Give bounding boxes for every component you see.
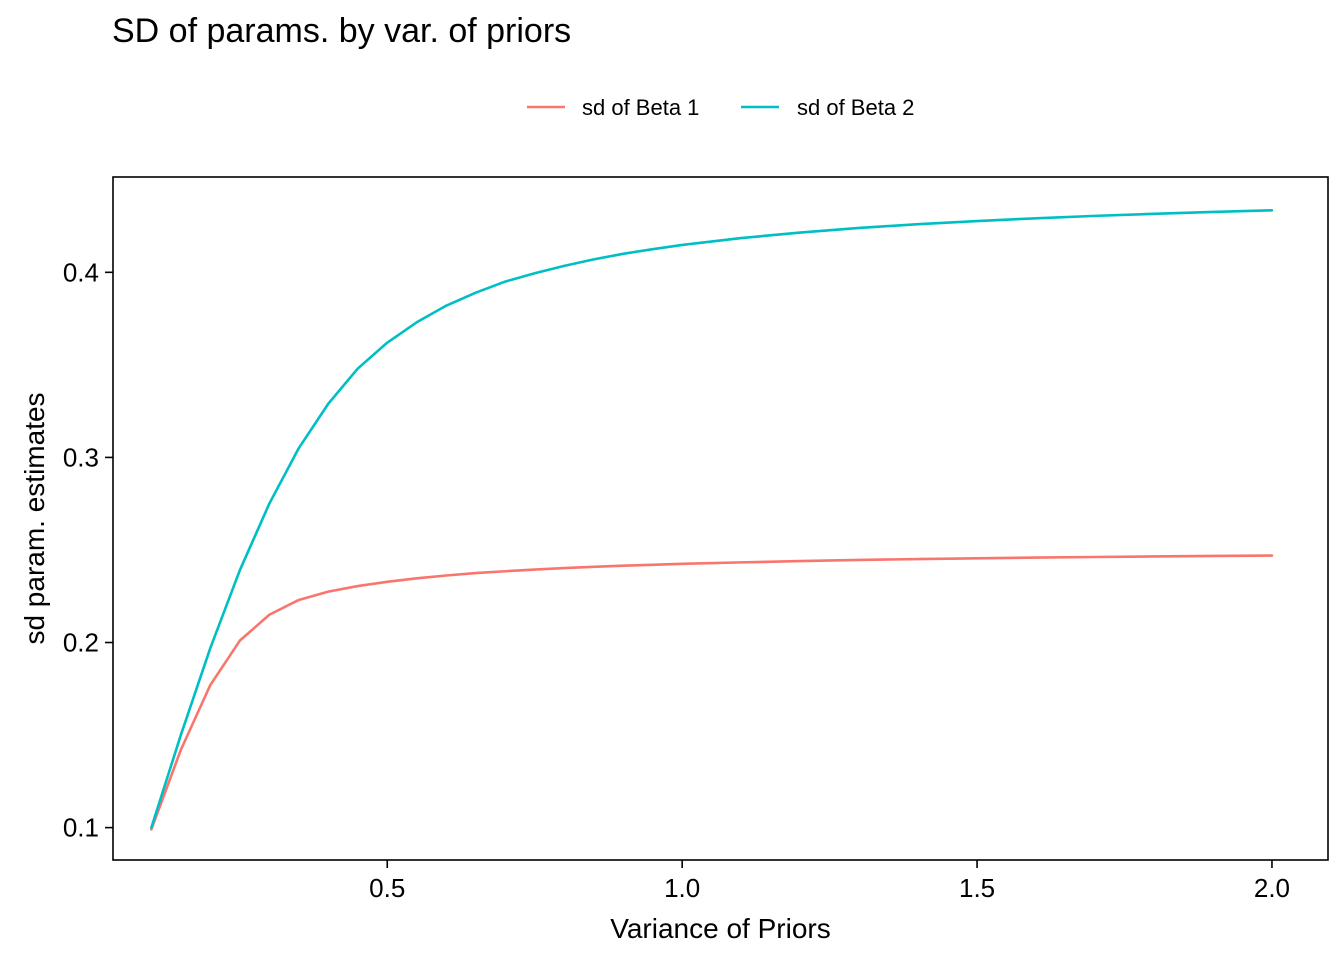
legend-item-2: sd of Beta 2 bbox=[741, 95, 914, 120]
legend-item-1: sd of Beta 1 bbox=[527, 95, 699, 120]
series-line-1 bbox=[150, 554, 1274, 831]
chart-title: SD of params. by var. of priors bbox=[112, 12, 572, 50]
y-axis-title: sd param. estimates bbox=[19, 392, 50, 644]
x-tick-label: 2.0 bbox=[1254, 873, 1290, 903]
y-axis: 0.1 0.2 0.3 0.4 bbox=[63, 257, 113, 843]
y-tick-label: 0.4 bbox=[63, 257, 99, 287]
x-tick-label: 1.0 bbox=[664, 873, 700, 903]
x-tick-label: 1.5 bbox=[959, 873, 995, 903]
y-tick-label: 0.3 bbox=[63, 442, 99, 472]
y-tick-label: 0.2 bbox=[63, 628, 99, 658]
legend: sd of Beta 1 sd of Beta 2 bbox=[527, 95, 914, 120]
series-line-2 bbox=[150, 209, 1274, 829]
legend-label-2: sd of Beta 2 bbox=[797, 95, 914, 120]
y-tick-label: 0.1 bbox=[63, 813, 99, 843]
x-tick-label: 0.5 bbox=[369, 873, 405, 903]
x-axis: 0.5 1.0 1.5 2.0 bbox=[369, 860, 1290, 903]
x-axis-title: Variance of Priors bbox=[610, 913, 830, 944]
legend-label-1: sd of Beta 1 bbox=[582, 95, 699, 120]
series-layer bbox=[150, 209, 1274, 831]
plot-panel bbox=[112, 176, 1329, 861]
